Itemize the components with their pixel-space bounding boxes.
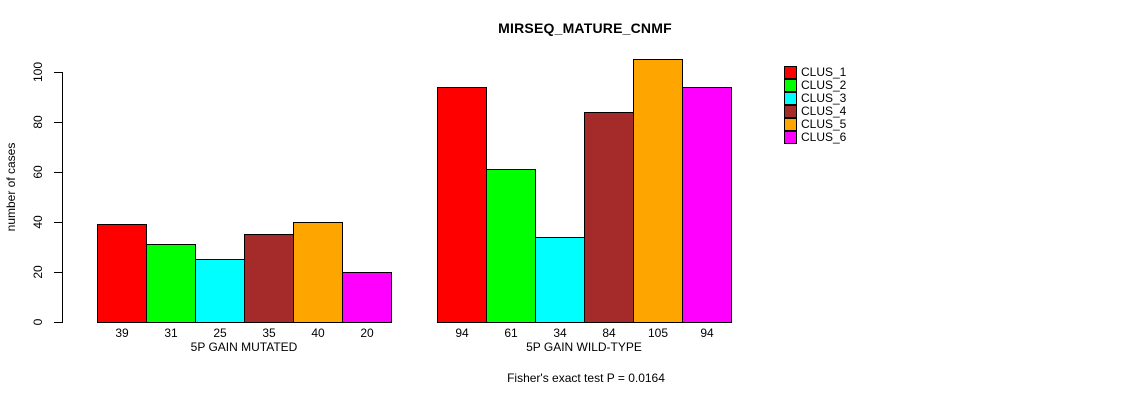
y-tick-mark [54,322,62,323]
bar-value-label: 105 [647,326,669,340]
y-tick-label: 60 [31,165,45,179]
y-tick-label: 0 [31,318,45,326]
legend-label: CLUS_1 [801,65,847,79]
y-tick-mark [54,72,62,73]
bar-clus_3 [535,237,585,323]
bar-value-label: 25 [213,326,227,340]
bar-value-label: 61 [504,326,518,340]
bar-clus_1 [437,87,487,323]
y-axis-line [62,72,63,323]
y-tick-mark [54,272,62,273]
group-label: 5P GAIN WILD-TYPE [526,340,642,354]
legend-swatch-clus_5 [784,118,797,131]
bar-clus_4 [584,112,634,323]
bar-clus_6 [342,272,392,323]
legend-label: CLUS_5 [801,117,847,131]
legend-item: CLUS_4 [784,105,846,118]
legend-item: CLUS_6 [784,131,846,144]
legend: CLUS_1 CLUS_2 CLUS_3 CLUS_4 CLUS_5 CLUS_6 [784,66,846,144]
bar-value-label: 94 [700,326,714,340]
legend-label: CLUS_2 [801,78,847,92]
bar-value-label: 35 [262,326,276,340]
bar-clus_5 [293,222,343,323]
bar-clus_2 [486,169,536,323]
y-tick-label: 40 [31,215,45,229]
legend-swatch-clus_4 [784,105,797,118]
y-tick-mark [54,222,62,223]
legend-item: CLUS_3 [784,92,846,105]
bar-clus_4 [244,234,294,323]
legend-swatch-clus_2 [784,79,797,92]
legend-swatch-clus_3 [784,92,797,105]
legend-label: CLUS_4 [801,104,847,118]
bar-clus_1 [97,224,147,323]
bar-clus_3 [195,259,245,323]
y-tick-label: 80 [31,115,45,129]
legend-label: CLUS_3 [801,91,847,105]
bar-clus_5 [633,59,683,323]
bar-value-label: 40 [311,326,325,340]
y-tick-mark [54,122,62,123]
bar-value-label: 39 [115,326,129,340]
y-axis-label: number of cases [4,142,18,232]
bar-value-label: 31 [164,326,178,340]
bar-value-label: 94 [455,326,469,340]
bar-value-label: 84 [602,326,616,340]
legend-swatch-clus_1 [784,66,797,79]
y-tick-label: 100 [31,61,45,83]
bar-clus_6 [682,87,732,323]
legend-swatch-clus_6 [784,131,797,144]
legend-label: CLUS_6 [801,130,847,144]
legend-item: CLUS_5 [784,118,846,131]
bar-clus_2 [146,244,196,323]
y-tick-mark [54,172,62,173]
chart-title: MIRSEQ_MATURE_CNMF [498,20,672,36]
legend-item: CLUS_1 [784,66,846,79]
legend-item: CLUS_2 [784,79,846,92]
fisher-test-annotation: Fisher's exact test P = 0.0164 [507,371,665,385]
bar-value-label: 34 [553,326,567,340]
y-tick-label: 20 [31,265,45,279]
group-label: 5P GAIN MUTATED [190,340,298,354]
bar-value-label: 20 [360,326,374,340]
